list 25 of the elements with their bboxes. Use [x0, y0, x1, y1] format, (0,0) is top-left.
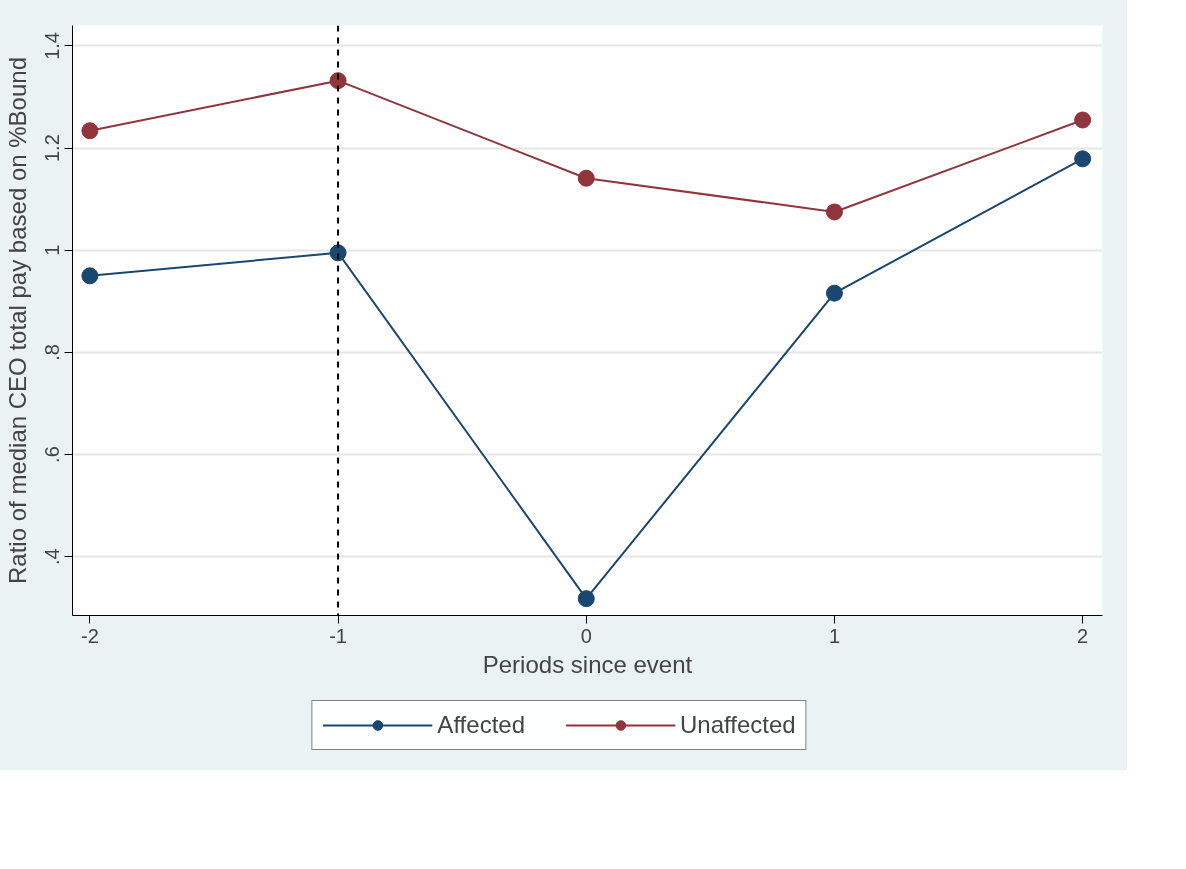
point [577, 169, 595, 187]
x-tick-label: 2 [1077, 624, 1089, 647]
y-tick-label: 1.4 [40, 32, 63, 60]
y-tick-label: .8 [40, 344, 63, 361]
y-tick-label: .6 [40, 446, 63, 463]
legend-label: Affected [437, 711, 525, 739]
point [1074, 111, 1092, 129]
x-tick-label: -2 [80, 624, 99, 647]
y-tick-label: 1 [40, 244, 63, 256]
x-axis-title: Periods since event [482, 650, 693, 678]
point [825, 203, 843, 221]
point [577, 590, 595, 608]
y-tick-label: .4 [40, 548, 63, 566]
x-tick-label: -1 [329, 624, 347, 647]
point [825, 284, 843, 302]
y-tick-label: 1.2 [40, 134, 63, 162]
point [81, 122, 99, 140]
x-tick-label: 1 [828, 624, 841, 647]
legend-label: Unaffected [679, 711, 796, 739]
point [329, 244, 347, 262]
x-tick-label: 0 [580, 624, 592, 647]
point [1074, 150, 1092, 168]
y-axis-title: Ratio of median CEO total pay based on %Bound [3, 57, 31, 584]
point [329, 72, 347, 90]
point [81, 267, 99, 285]
